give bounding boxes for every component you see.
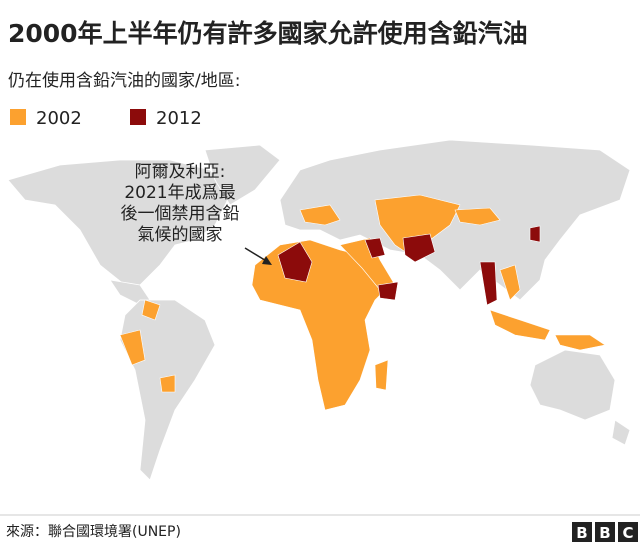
annotation-line: 阿爾及利亞:	[135, 162, 226, 182]
region-2002	[499, 264, 521, 301]
region-2012	[529, 225, 541, 243]
land	[204, 144, 281, 206]
annotation-line: 2021年成爲最	[124, 183, 235, 203]
region-2002	[159, 374, 176, 393]
legend-swatch	[10, 109, 26, 125]
logo-letter: B	[599, 524, 610, 542]
land	[7, 159, 231, 286]
annotation-line: 氣候的國家	[138, 225, 223, 245]
title: 2000年上半年仍有許多國家允許使用含鉛汽油	[8, 19, 528, 48]
legend-swatch	[130, 109, 146, 125]
legend-label: 2012	[156, 108, 202, 129]
region-2002	[454, 207, 501, 226]
region-2012	[364, 237, 386, 259]
logo: B B C	[572, 522, 638, 542]
region-2002	[251, 239, 391, 411]
source: 來源：聯合國環境署(UNEP)	[6, 524, 181, 540]
annotation-line: 後一個禁用含鉛	[121, 204, 240, 224]
region-2002	[119, 329, 146, 366]
logo-block	[618, 522, 638, 542]
region-2012	[402, 233, 436, 263]
logo-letter: B	[576, 524, 587, 542]
region-2002	[489, 309, 551, 341]
legend-label: 2002	[36, 108, 82, 129]
world-map	[7, 139, 631, 481]
region-2002	[554, 334, 606, 351]
region-2012	[479, 261, 498, 306]
annotation-arrowhead	[262, 256, 272, 265]
region-2002	[299, 204, 341, 226]
subtitle: 仍在使用含鉛汽油的國家/地區:	[8, 70, 240, 91]
land	[529, 349, 616, 421]
logo-block	[572, 522, 592, 542]
land	[279, 139, 631, 301]
logo-block	[595, 522, 615, 542]
region-2012	[377, 281, 399, 301]
annotation-arrow	[244, 247, 269, 263]
region-2012	[277, 241, 313, 283]
logo-letter: C	[622, 524, 633, 542]
region-2002	[374, 359, 389, 391]
region-2002	[141, 299, 161, 321]
annotation: 阿爾及利亞: 2021年成爲最 後一個禁用含鉛 氣候的國家	[121, 162, 240, 245]
land	[611, 419, 631, 446]
